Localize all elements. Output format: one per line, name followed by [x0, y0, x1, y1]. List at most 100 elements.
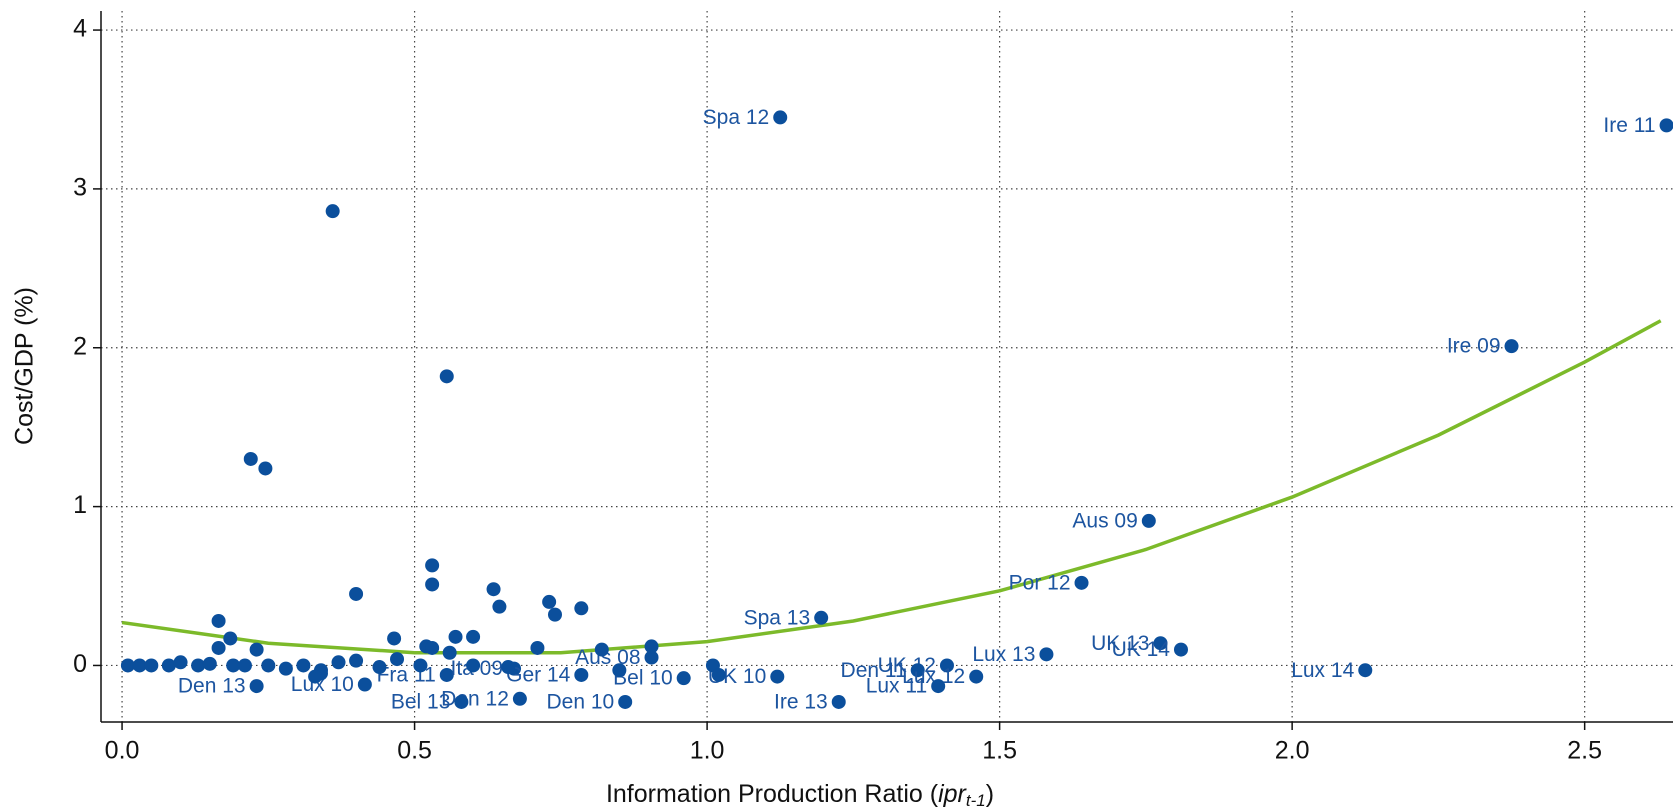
point-label: Spa 12	[703, 106, 770, 129]
point	[325, 204, 340, 219]
point-label: Bel 10	[613, 667, 673, 690]
point	[644, 639, 659, 654]
x-tick-label: 0.0	[105, 737, 140, 765]
point	[1173, 642, 1188, 657]
x-tick-label: 0.5	[397, 737, 432, 765]
point	[486, 582, 501, 597]
point	[308, 669, 323, 684]
point	[574, 601, 589, 616]
point	[454, 694, 469, 709]
point	[278, 661, 293, 676]
point	[349, 586, 364, 601]
point	[173, 655, 188, 670]
y-axis-title: Cost/GDP (%)	[11, 287, 39, 445]
point-label: Den 11	[841, 659, 907, 682]
x-axis-title: Information Production Ratio (iprt-1)	[606, 780, 994, 811]
point	[261, 658, 276, 673]
point	[237, 658, 252, 673]
point	[372, 660, 387, 675]
point	[357, 677, 372, 692]
point	[1039, 647, 1054, 662]
point	[296, 658, 311, 673]
point	[439, 369, 454, 384]
point	[211, 613, 226, 628]
point	[1659, 118, 1673, 133]
point-label: Por 12	[1009, 571, 1071, 594]
point	[831, 694, 846, 709]
point	[425, 558, 440, 573]
point-label: Ire 13	[774, 691, 828, 714]
point	[132, 658, 147, 673]
x-tick-label: 1.0	[690, 737, 725, 765]
x-title-text: Information Production Ratio (	[606, 780, 939, 808]
point-label: Den 13	[178, 675, 246, 698]
point	[594, 642, 609, 657]
point-label: Aus 08	[575, 646, 640, 669]
point	[258, 461, 273, 476]
point-label: Ger 14	[506, 664, 571, 687]
point	[910, 663, 925, 678]
point	[425, 577, 440, 592]
point	[390, 652, 405, 667]
x-tick-label: 1.5	[982, 737, 1017, 765]
point	[814, 610, 829, 625]
point	[249, 679, 264, 694]
y-tick-label: 4	[73, 15, 87, 43]
point	[161, 658, 176, 673]
y-tick-label: 1	[73, 491, 87, 519]
point	[349, 653, 364, 668]
point	[442, 645, 457, 660]
point-label: Ire 11	[1603, 114, 1655, 137]
point	[618, 694, 633, 709]
point	[501, 660, 516, 675]
point	[223, 631, 238, 646]
point	[542, 594, 557, 609]
point	[413, 658, 428, 673]
point	[547, 607, 562, 622]
point	[120, 658, 135, 673]
point	[202, 656, 217, 671]
point	[425, 640, 440, 655]
point-label: Lux 12	[902, 665, 965, 688]
point	[773, 110, 788, 125]
point-label: Ire 09	[1447, 335, 1501, 358]
point-label: Den 10	[546, 691, 614, 714]
x-title-sub: t-1	[966, 791, 986, 810]
point	[676, 671, 691, 686]
point	[574, 667, 589, 682]
x-tick-label: 2.5	[1567, 737, 1602, 765]
point	[466, 629, 481, 644]
point-label: Lux 14	[1291, 659, 1354, 682]
point	[644, 650, 659, 665]
point-label: Lux 13	[972, 643, 1035, 666]
point-label: Aus 09	[1072, 509, 1137, 532]
point	[492, 599, 507, 614]
y-tick-label: 2	[73, 332, 87, 360]
point	[448, 629, 463, 644]
point	[466, 658, 481, 673]
point	[612, 663, 627, 678]
x-tick-label: 2.0	[1275, 737, 1310, 765]
point-label: Bel 13	[391, 691, 451, 714]
point	[1358, 663, 1373, 678]
point-label: Lux 10	[291, 673, 354, 696]
x-title-var: ipr	[938, 780, 967, 808]
point-label: Lux 11	[866, 675, 928, 698]
point-label: Den 12	[441, 687, 509, 710]
point	[226, 658, 241, 673]
fit-line	[121, 319, 1662, 655]
point	[249, 642, 264, 657]
x-title-close: )	[986, 780, 994, 808]
y-tick-label: 3	[73, 174, 87, 202]
point	[530, 640, 545, 655]
point-label: Spa 13	[744, 606, 811, 629]
point	[1074, 575, 1089, 590]
point	[243, 451, 258, 466]
point	[939, 658, 954, 673]
point	[331, 655, 346, 670]
point	[969, 669, 984, 684]
point-label: UK 14	[1112, 638, 1171, 661]
point	[512, 691, 527, 706]
point	[191, 658, 206, 673]
